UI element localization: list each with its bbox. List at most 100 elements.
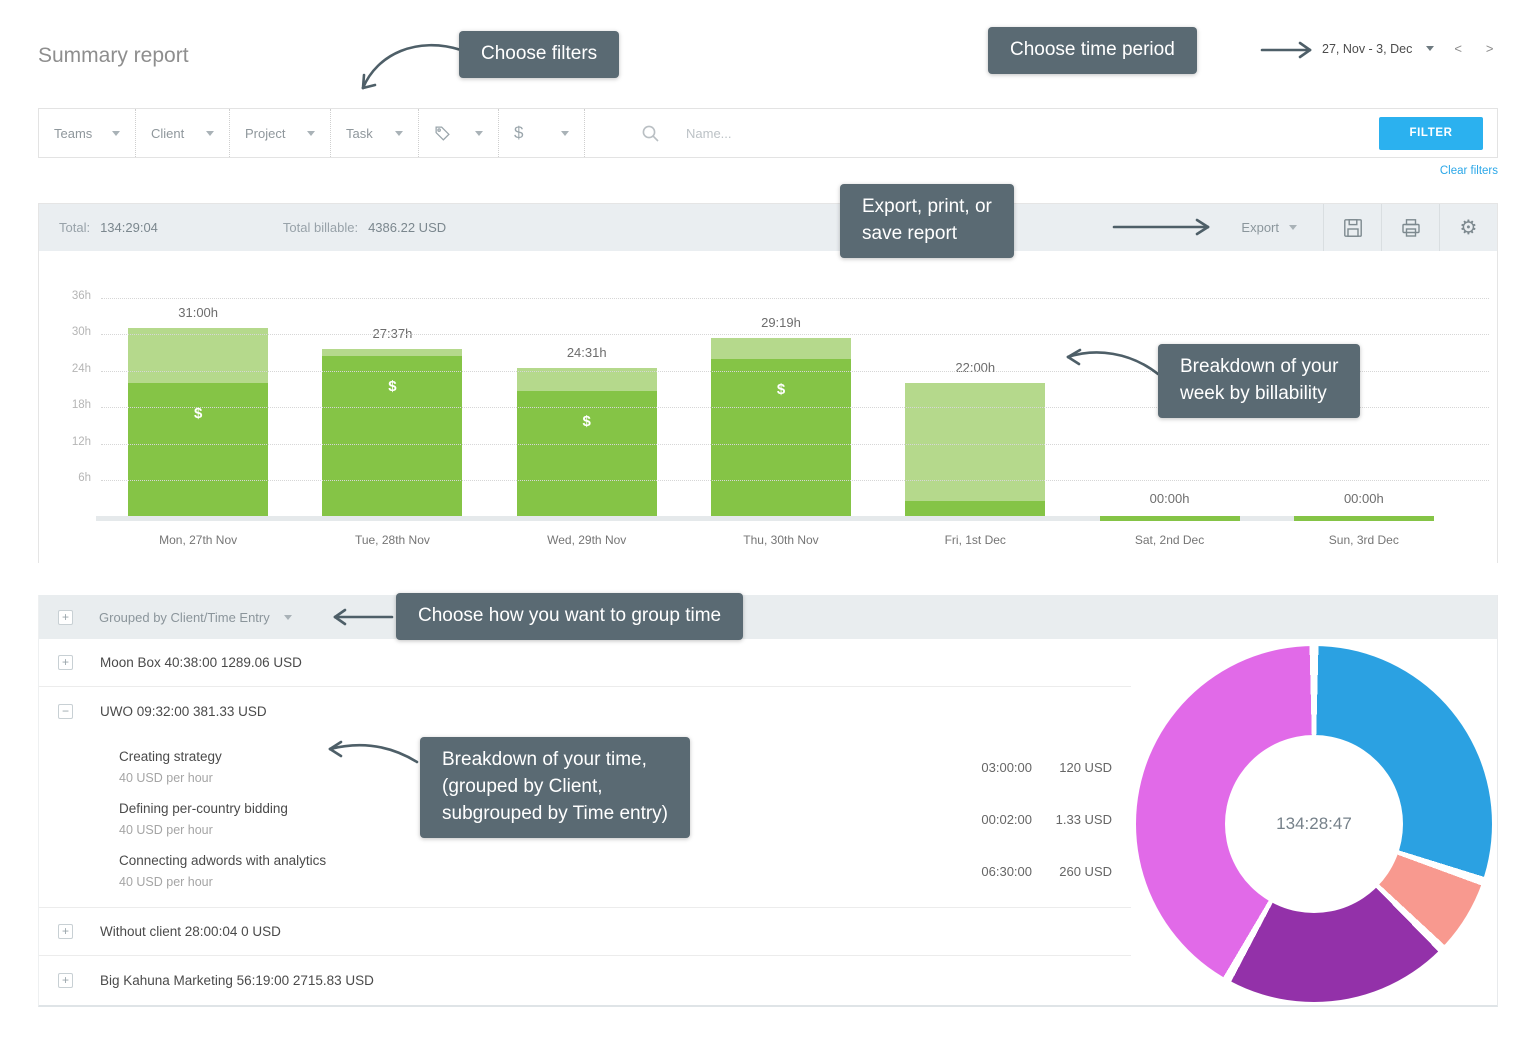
- filter-dropdown-teams[interactable]: Teams: [39, 109, 136, 157]
- y-axis-tick: 6h: [78, 472, 91, 484]
- filter-dropdown-billability[interactable]: $: [499, 109, 585, 157]
- billable-dollar-icon: $: [193, 404, 203, 422]
- filter-button[interactable]: FILTER: [1379, 116, 1483, 150]
- date-range-selector[interactable]: 27, Nov - 3, Dec: [1322, 41, 1435, 56]
- bar-slot: 00:00h Sun, 3rd Dec: [1267, 251, 1461, 561]
- clear-filters-link[interactable]: Clear filters: [1439, 165, 1498, 177]
- client-row-uwo[interactable]: − UWO 09:32:00 381.33 USD: [39, 687, 1131, 735]
- zero-bar-strip: [1099, 516, 1240, 521]
- print-button[interactable]: [1382, 204, 1439, 251]
- save-button[interactable]: [1324, 204, 1381, 251]
- callout-choose-filters: Choose filters: [459, 31, 620, 78]
- gridline: [101, 370, 1489, 372]
- filter-dropdown-tag[interactable]: [419, 109, 499, 157]
- chevron-down-icon: [395, 130, 403, 136]
- stacked-bar: $: [516, 367, 657, 516]
- entry-name: Connecting adwords with analytics: [119, 853, 327, 868]
- chevron-down-icon: [475, 130, 483, 136]
- billable-dollar-icon: $: [388, 378, 397, 396]
- billable-segment: $: [710, 359, 851, 516]
- entry-amount: 1.33 USD: [1055, 811, 1112, 827]
- collapse-minus-icon[interactable]: −: [58, 703, 73, 719]
- bar-total-label: 31:00h: [178, 305, 219, 321]
- dropdown-label: Client: [151, 125, 185, 141]
- gridline: [101, 480, 1489, 481]
- bar-slot: 22:00h Fri, 1st Dec: [878, 251, 1072, 561]
- settings-button[interactable]: ⚙: [1440, 204, 1497, 251]
- day-label: Thu, 30th Nov: [743, 533, 819, 547]
- total-label: Total:: [59, 220, 91, 235]
- date-next-button[interactable]: >: [1485, 41, 1494, 56]
- entry-amount: 120 USD: [1059, 759, 1112, 775]
- y-axis-tick: 30h: [71, 326, 91, 339]
- callout-text: Export, print, or: [862, 196, 992, 217]
- filter-dropdown-project[interactable]: Project: [230, 109, 331, 157]
- group-body: + Moon Box 40:38:00 1289.06 USD − UWO 09…: [39, 639, 1497, 1005]
- client-row-big-kahuna[interactable]: + Big Kahuna Marketing 56:19:00 2715.83 …: [39, 956, 1131, 1004]
- callout-text: subgrouped by Time entry): [442, 802, 669, 824]
- y-axis-tick: 24h: [71, 362, 91, 375]
- settings-icon: ⚙: [1459, 216, 1478, 239]
- export-dropdown[interactable]: Export: [1215, 204, 1323, 251]
- billable-segment: $: [128, 382, 269, 516]
- non-billable-segment: [322, 348, 463, 357]
- total-billable-label: Total billable:: [282, 220, 359, 235]
- search-input[interactable]: [686, 125, 1106, 141]
- bar-slot: $24:31h Wed, 29th Nov: [490, 251, 684, 561]
- chevron-down-icon: [307, 130, 315, 136]
- day-label: Mon, 27th Nov: [159, 533, 238, 547]
- bar-total-label: 00:00h: [1149, 491, 1190, 506]
- total-value: 134:29:04: [100, 220, 158, 235]
- bar-total-label: 27:37h: [372, 325, 413, 341]
- filter-dropdown-task[interactable]: Task: [331, 109, 419, 157]
- entry-time: 06:30:00: [981, 863, 1032, 879]
- gridline: [101, 443, 1489, 445]
- bar-slot: $27:37h Tue, 28th Nov: [295, 251, 489, 561]
- day-label: Tue, 28th Nov: [354, 533, 430, 547]
- gridline: [101, 298, 1489, 299]
- callout-text: Choose time period: [1010, 39, 1175, 60]
- entry-time: 00:02:00: [981, 811, 1032, 827]
- group-header: + Grouped by Client/Time Entry: [39, 595, 1497, 639]
- date-range-nav: 27, Nov - 3, Dec < >: [1322, 41, 1498, 56]
- page-title: Summary report: [38, 44, 189, 67]
- non-billable-segment: [905, 382, 1046, 502]
- callout-time-breakdown: Breakdown of your time, (grouped by Clie…: [420, 737, 691, 838]
- x-axis-baseline: [96, 516, 1421, 521]
- y-axis-tick: 18h: [71, 399, 91, 412]
- billable-dollar-icon: $: [582, 413, 591, 431]
- date-range-label: 27, Nov - 3, Dec: [1322, 41, 1413, 56]
- bar-slot: $31:00h Mon, 27th Nov: [101, 251, 295, 561]
- bar-total-label: 29:19h: [761, 315, 801, 331]
- callout-text: (grouped by Client,: [442, 775, 603, 797]
- callout-text: Choose filters: [481, 43, 598, 64]
- dropdown-label: Task: [346, 125, 373, 141]
- day-label: Wed, 29th Nov: [547, 533, 627, 547]
- callout-text: Breakdown of your time,: [442, 749, 647, 770]
- report-actions: Export: [1215, 204, 1497, 251]
- bar-total-label: 00:00h: [1343, 491, 1384, 506]
- callout-text: Choose how you want to group time: [418, 605, 722, 626]
- filter-bar: Teams Client Project Task $ FILTER: [38, 108, 1498, 158]
- entry-rate: 40 USD per hour: [119, 875, 213, 889]
- day-label: Fri, 1st Dec: [944, 533, 1006, 547]
- totals: Total: 134:29:04 Total billable: 4386.22…: [39, 220, 446, 235]
- callout-grouping: Choose how you want to group time: [396, 593, 744, 640]
- client-row-without-client[interactable]: + Without client 28:00:04 0 USD: [39, 908, 1131, 956]
- client-row-moon-box[interactable]: + Moon Box 40:38:00 1289.06 USD: [39, 639, 1131, 687]
- date-prev-button[interactable]: <: [1454, 41, 1462, 56]
- expand-plus-icon[interactable]: +: [58, 972, 73, 988]
- grouping-dropdown[interactable]: Grouped by Client/Time Entry: [99, 610, 292, 625]
- grouped-report-section: + Grouped by Client/Time Entry + Moon Bo…: [38, 595, 1498, 1007]
- entry-rate: 40 USD per hour: [119, 771, 213, 785]
- expand-all-button[interactable]: +: [58, 609, 73, 625]
- divider: [1439, 204, 1440, 251]
- filter-dropdown-client[interactable]: Client: [136, 109, 230, 157]
- client-donut-chart: 134:28:47: [1136, 646, 1492, 1002]
- callout-choose-time-period: Choose time period: [988, 27, 1197, 74]
- expand-plus-icon[interactable]: +: [58, 655, 73, 670]
- expand-plus-icon[interactable]: +: [58, 924, 73, 939]
- callout-text: week by billability: [1180, 382, 1327, 404]
- billable-segment: [905, 501, 1046, 516]
